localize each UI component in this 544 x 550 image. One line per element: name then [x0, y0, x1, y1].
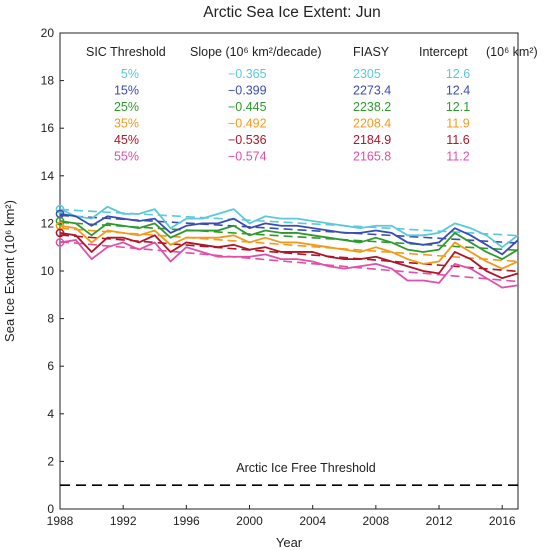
legend-threshold: 5% [121, 67, 139, 81]
series-start-marker [55, 204, 65, 214]
legend-slope: −0.574 [228, 150, 267, 164]
legend-threshold: 25% [114, 100, 139, 114]
legend-slope: −0.399 [228, 84, 267, 98]
series-line [59, 232, 519, 280]
legend-threshold: 45% [114, 133, 139, 147]
x-tick-label: 2008 [363, 514, 390, 528]
chart-title: Arctic Sea Ice Extent: Jun [203, 4, 380, 21]
legend-slope: −0.445 [228, 100, 267, 114]
table-header-intercept: Intercept [419, 45, 468, 59]
y-tick-label: 8 [47, 312, 54, 326]
legend-fiasy: 2238.2 [353, 100, 391, 114]
series-line [59, 212, 519, 256]
x-tick-label: 1992 [110, 514, 137, 528]
x-tick-label: 2016 [489, 514, 516, 528]
start-markers [55, 204, 65, 247]
x-tick-label: 1988 [47, 514, 74, 528]
trend-line [59, 227, 519, 263]
series-start-marker [55, 228, 65, 238]
y-tick-label: 4 [47, 407, 54, 421]
y-tick-label: 20 [41, 26, 55, 40]
y-tick-label: 16 [41, 121, 55, 135]
legend-intercept: 11.6 [446, 133, 469, 147]
series-lines [59, 205, 519, 289]
legend-slope: −0.365 [228, 67, 267, 81]
legend-fiasy: 2165.8 [353, 150, 391, 164]
legend-threshold: 55% [114, 150, 139, 164]
stats-table-header: SIC Threshold Slope (10⁶ km²/decade) FIA… [86, 45, 538, 59]
x-axis: 1988 1992 1996 2000 2004 2008 2012 2016 [47, 505, 516, 528]
legend-intercept: 11.9 [446, 117, 469, 131]
series-line [59, 205, 519, 249]
series-start-marker [55, 216, 65, 226]
x-tick-label: 2012 [426, 514, 453, 528]
legend-intercept: 12.4 [446, 84, 470, 98]
stats-table: 5% −0.365 2305 12.6 15% −0.399 2273.4 12.4 25% −0… [114, 67, 470, 164]
legend-fiasy: 2184.9 [353, 133, 391, 147]
x-tick-label: 2004 [299, 514, 326, 528]
y-tick-label: 0 [47, 502, 54, 516]
x-tick-label: 1996 [173, 514, 200, 528]
legend-fiasy: 2273.4 [353, 84, 391, 98]
y-axis: 0 2 4 6 8 10 12 14 16 18 20 [41, 26, 64, 516]
y-tick-label: 2 [47, 454, 54, 468]
table-header-units: (10⁶ km²) [486, 45, 538, 59]
legend-threshold: 15% [114, 84, 139, 98]
legend-intercept: 12.6 [446, 67, 470, 81]
x-tick-label: 2000 [236, 514, 263, 528]
trend-line [59, 234, 519, 273]
legend-slope: −0.492 [228, 117, 267, 131]
series-line [59, 220, 519, 261]
legend-slope: −0.536 [228, 133, 267, 147]
y-tick-label: 12 [41, 216, 55, 230]
y-tick-label: 6 [47, 359, 54, 373]
x-axis-label: Year [276, 535, 303, 550]
y-tick-label: 10 [41, 264, 55, 278]
table-header-slope: Slope (10⁶ km²/decade) [190, 45, 322, 59]
y-axis-label: Sea Ice Extent (10⁶ km²) [2, 200, 17, 342]
series-line [59, 239, 519, 289]
series-line [59, 224, 519, 270]
table-header-fiasy: FIASY [353, 45, 390, 59]
series-start-marker [55, 238, 65, 247]
ice-free-threshold-label: Arctic Ice Free Threshold [236, 461, 375, 475]
y-tick-label: 18 [41, 74, 55, 88]
legend-threshold: 35% [114, 117, 139, 131]
legend-fiasy: 2208.4 [353, 117, 391, 131]
table-header-threshold: SIC Threshold [86, 45, 166, 59]
y-tick-label: 14 [41, 169, 55, 183]
legend-fiasy: 2305 [353, 67, 381, 81]
legend-intercept: 12.1 [446, 100, 470, 114]
legend-intercept: 11.2 [446, 150, 469, 164]
